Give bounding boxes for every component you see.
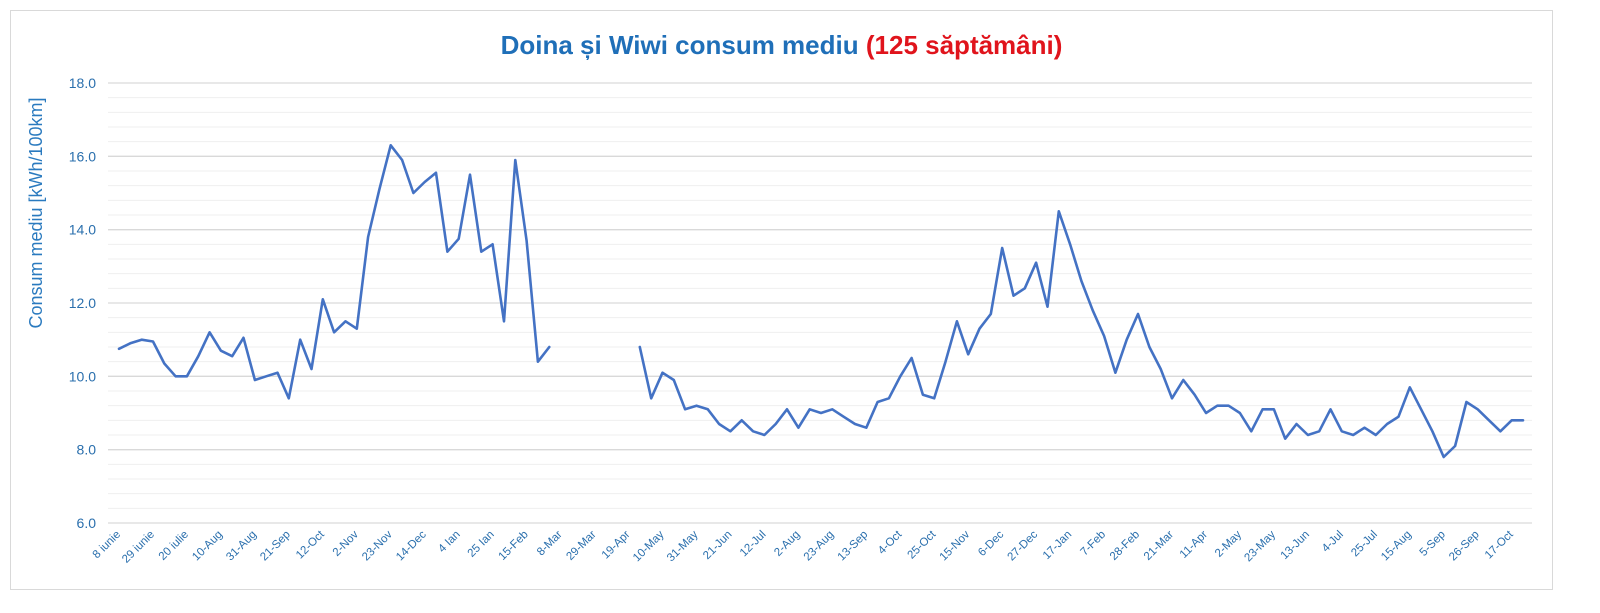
x-tick-label: 23-Nov [360,528,395,563]
x-tick-label: 6-Dec [976,528,1006,558]
x-tick-label: 10-Aug [190,529,225,564]
x-tick-label: 17-Oct [1483,528,1516,561]
x-tick-label: 2-May [1213,528,1244,559]
x-tick-label: 12-Jul [738,529,769,560]
x-tick-label: 29 iunie [120,529,157,566]
x-tick-label: 23-May [1242,528,1278,564]
x-tick-label: 13-Jun [1279,529,1312,562]
x-tick-label: 21-Sep [258,529,293,564]
y-tick-label: 8.0 [77,442,97,458]
x-tick-label: 11-Apr [1178,529,1210,561]
x-tick-label: 8-Mar [535,529,565,559]
x-tick-label: 14-Dec [394,528,429,563]
y-tick-label: 12.0 [69,295,96,311]
x-tick-label: 17-Jan [1041,529,1074,562]
x-tick-label: 12-Oct [294,528,327,561]
chart-title-main: Doina și Wiwi consum mediu [500,30,859,60]
y-tick-label: 6.0 [77,515,97,531]
x-tick-label: 2-Aug [772,529,802,559]
x-tick-label: 15-Feb [496,529,530,563]
x-tick-label: 23-Aug [802,529,837,564]
x-tick-label: 7-Feb [1078,529,1108,559]
chart-frame [10,10,1553,590]
x-tick-label: 31-May [665,528,701,564]
x-tick-label: 15-Aug [1379,529,1414,564]
x-tick-label: 19-Apr [600,529,633,562]
x-tick-label: 4-Oct [876,528,905,557]
x-tick-label: 15-Nov [938,528,973,563]
x-tick-label: 25-Oct [905,528,938,561]
x-tick-label: 27-Dec [1006,528,1041,563]
x-tick-label: 26-Sep [1447,529,1482,564]
y-tick-label: 14.0 [69,222,96,238]
x-tick-label: 4-Jul [1320,529,1346,555]
y-tick-label: 16.0 [69,148,96,164]
x-tick-label: 4 Ian [436,529,463,556]
chart-title: Doina și Wiwi consum mediu (125 săptămân… [0,30,1563,61]
series-line [117,144,1525,459]
x-tick-label: 5-Sep [1418,529,1448,559]
y-tick-label: 10.0 [69,368,96,384]
x-tick-label: 2-Nov [331,528,361,558]
x-tick-label: 28-Feb [1108,529,1142,563]
x-tick-label: 21-Mar [1142,529,1176,563]
chart-title-highlight: (125 săptămâni) [865,30,1063,60]
x-tick-label: 13-Sep [836,529,871,564]
x-tick-label: 20 iulie [157,529,191,563]
y-axis-label: Consum mediu [kWh/100km] [26,97,46,328]
x-tick-label: 31-Aug [224,529,259,564]
x-tick-label: 29-Mar [564,529,598,563]
x-tick-label: 25-Jul [1349,529,1380,560]
x-tick-label: 25 Ian [466,529,497,560]
y-tick-label: 18.0 [69,75,96,91]
x-tick-label: 10-May [631,528,667,564]
x-tick-label: 21-Jun [701,529,734,562]
x-tick-label: 8 iunie [91,529,123,561]
